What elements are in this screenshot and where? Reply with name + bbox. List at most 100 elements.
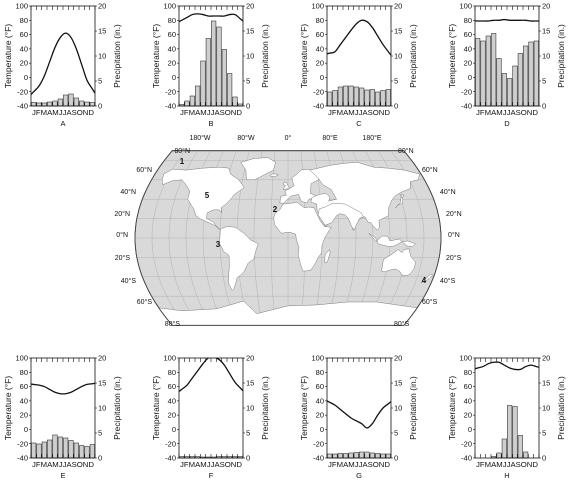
temp-tick-label: 20 [20, 411, 28, 420]
climograph-label-A: A [60, 119, 65, 128]
precip-bar-E-8 [68, 440, 74, 459]
temp-tick-label: 60 [464, 382, 472, 391]
plot-frame-G [326, 357, 392, 459]
temp-tick-label: 60 [168, 30, 176, 39]
temp-tick-label: 80 [316, 16, 324, 25]
temp-tick-label: 40 [316, 396, 324, 405]
continent-new-zealand [420, 273, 433, 283]
precip-tick-label: 10 [246, 404, 254, 413]
lat-label-left-80s: 80°S [165, 320, 181, 328]
month-labels: JFMAMJJASOND [476, 110, 538, 117]
precip-axis-title: Precipitation (in.) [260, 24, 270, 88]
precip-tick-label: 10 [246, 52, 254, 61]
climograph-D: 100 80 60 40 20 0 -20 -40 20 15 10 5 0 JFMAMJJASOND D T… [447, 2, 566, 128]
temp-tick-label: 40 [168, 44, 176, 53]
temp-line-D [475, 18, 539, 22]
precip-bar-A-11 [84, 101, 90, 107]
precip-tick-label: 0 [542, 102, 546, 111]
lat-label-right-60n: 60°N [422, 166, 438, 174]
month-labels: JFMAMJJASOND [328, 462, 390, 469]
temp-tick-label: -40 [313, 454, 324, 463]
precip-bar-A-7 [63, 94, 69, 107]
precip-axis-title: Precipitation (in.) [556, 24, 566, 88]
temp-tick-label: 80 [316, 368, 324, 377]
precip-bar-A-5 [52, 100, 58, 107]
temp-tick-label: -40 [17, 454, 28, 463]
month-labels: JFMAMJJASOND [476, 462, 538, 469]
temp-tick-label: -20 [17, 439, 28, 448]
map-marker-1: 1 [180, 157, 185, 166]
map-marker-2: 2 [273, 205, 278, 214]
precip-bar-D-1 [475, 38, 481, 107]
precip-bar-G-7 [359, 451, 365, 459]
temp-tick-label: 40 [20, 396, 28, 405]
temp-tick-label: 100 [15, 354, 28, 363]
precip-bar-G-1 [327, 453, 333, 459]
temp-line-G [327, 400, 391, 429]
temp-tick-label: 80 [20, 16, 28, 25]
temp-axis-title: Temperature (°F) [299, 24, 309, 89]
lat-label-left-20s: 20°S [115, 254, 131, 262]
precip-bar-E-6 [57, 436, 63, 459]
map-marker-4: 4 [422, 276, 427, 285]
temp-axis-title: Temperature (°F) [447, 24, 457, 89]
climograph-G: 100 80 60 40 20 0 -20 -40 20 15 10 5 0 JFMAMJJASOND G T… [299, 354, 418, 480]
precip-tick-label: 10 [542, 52, 550, 61]
temp-line-E [31, 382, 95, 395]
precip-bar-E-4 [47, 439, 53, 459]
precip-bar-D-5 [496, 58, 502, 107]
precip-tick-label: 0 [246, 454, 250, 463]
precip-bar-D-7 [507, 78, 513, 107]
lat-label-left-40n: 40°N [120, 188, 136, 196]
precip-bar-D-10 [523, 45, 529, 107]
precip-bar-G-4 [343, 453, 349, 459]
precip-bar-A-9 [73, 97, 79, 107]
precip-bar-D-12 [533, 40, 539, 107]
lat-label-right-20n: 20°N [446, 210, 462, 218]
precip-tick-label: 15 [246, 379, 254, 388]
precip-bar-C-3 [337, 86, 343, 107]
climograph-label-D: D [504, 119, 510, 128]
climograph-C: 100 80 60 40 20 0 -20 -40 20 15 10 5 0 JFMAMJJASOND C T… [299, 2, 418, 128]
precip-tick-label: 20 [542, 2, 550, 11]
temp-tick-label: -40 [165, 102, 176, 111]
precip-tick-label: 20 [246, 2, 254, 11]
temp-tick-label: -20 [313, 87, 324, 96]
lat-label-left-20n: 20°N [114, 210, 130, 218]
plot-frame-H [474, 357, 540, 459]
precip-bar-A-4 [47, 101, 53, 107]
temp-tick-label: 100 [163, 2, 176, 11]
precip-bar-E-3 [41, 441, 47, 459]
precip-bar-D-6 [501, 73, 507, 107]
map-marker-5: 5 [205, 191, 210, 200]
temp-axis-title: Temperature (°F) [3, 376, 13, 441]
month-labels: JFMAMJJASOND [32, 110, 94, 117]
temp-tick-label: 0 [320, 73, 324, 82]
precip-tick-label: 15 [246, 27, 254, 36]
precip-bar-E-2 [36, 443, 42, 459]
temp-tick-label: -20 [461, 439, 472, 448]
precip-tick-label: 5 [246, 429, 250, 438]
climograph-label-B: B [208, 119, 213, 128]
precip-bar-G-2 [332, 453, 338, 459]
precip-tick-label: 20 [246, 354, 254, 363]
temp-line-C [327, 19, 391, 56]
precip-bar-A-3 [41, 102, 47, 107]
temp-line-B [179, 13, 243, 23]
continent-greenland [240, 157, 276, 181]
precip-bar-G-6 [353, 452, 359, 459]
precip-tick-label: 10 [98, 52, 106, 61]
precip-bar-D-3 [485, 35, 491, 107]
precip-bar-H-10 [523, 451, 529, 459]
climographs: 100806040200-20-4020151050JFMAMJJASONDAT… [3, 2, 566, 480]
precip-tick-label: 20 [394, 2, 402, 11]
continent-arabia-india-fill [317, 202, 364, 231]
temp-tick-label: 60 [168, 382, 176, 391]
lat-label-left-40s: 40°S [121, 277, 137, 285]
temp-tick-label: 100 [15, 2, 28, 11]
continent-south-america [218, 226, 259, 291]
temp-tick-label: 100 [311, 2, 324, 11]
map-outline [134, 150, 442, 326]
lat-label-left-60s: 60°S [137, 298, 153, 306]
precip-bar-C-10 [375, 91, 381, 107]
